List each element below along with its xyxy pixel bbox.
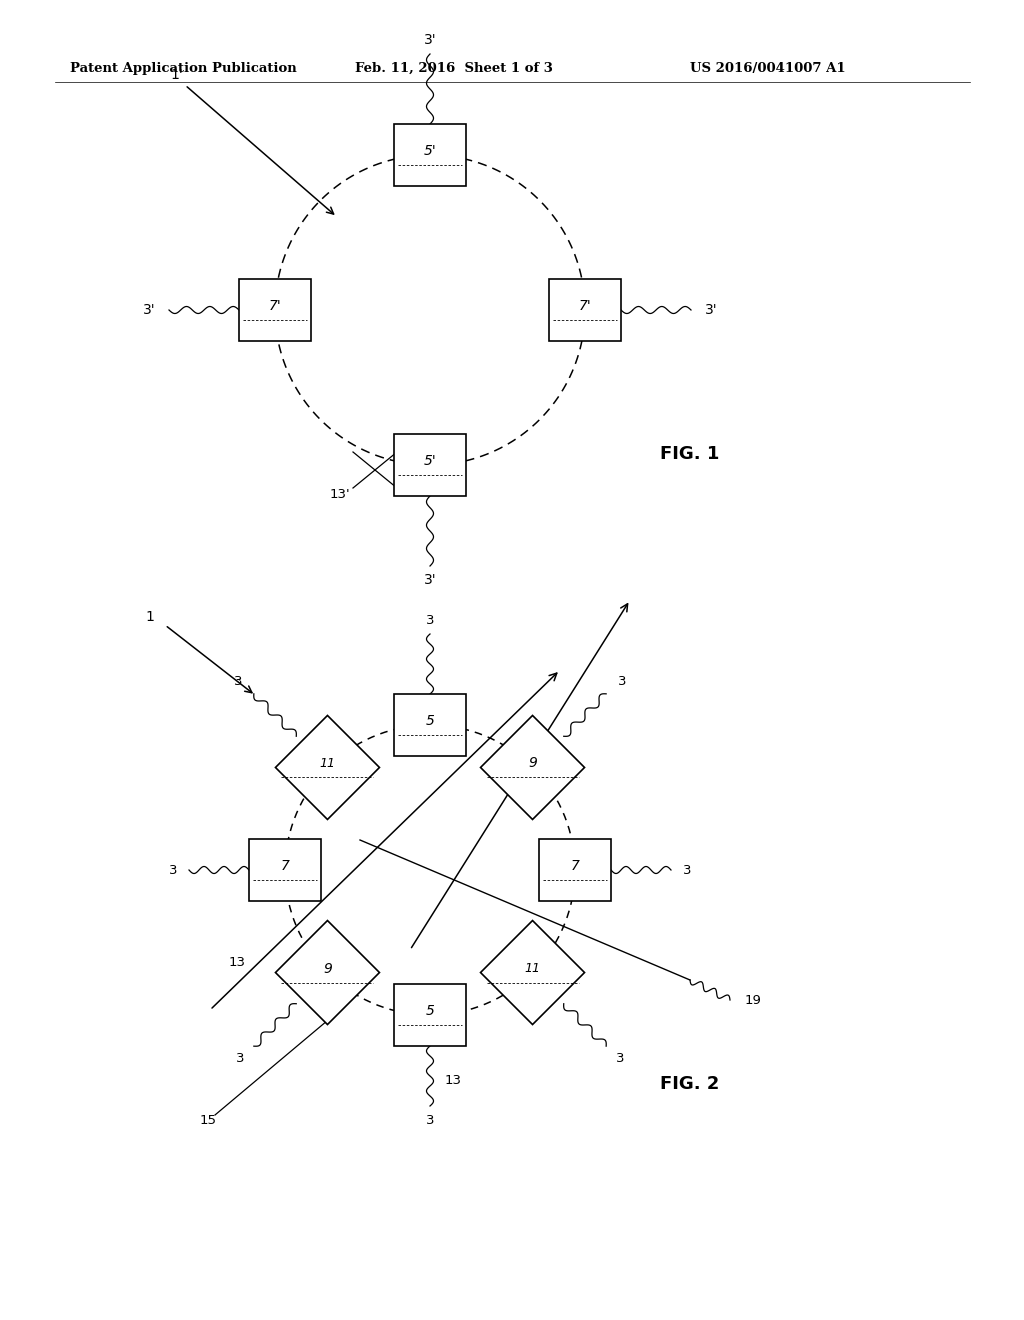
Text: Feb. 11, 2016  Sheet 1 of 3: Feb. 11, 2016 Sheet 1 of 3: [355, 62, 553, 75]
Text: 3: 3: [426, 614, 434, 627]
Text: 11: 11: [524, 962, 541, 975]
Text: 15: 15: [200, 1114, 217, 1126]
Text: 3: 3: [169, 863, 177, 876]
Text: 3: 3: [236, 1052, 244, 1065]
Text: FIG. 2: FIG. 2: [660, 1074, 720, 1093]
Polygon shape: [480, 920, 585, 1024]
Polygon shape: [275, 920, 380, 1024]
Text: 5': 5': [424, 144, 436, 158]
Text: 19: 19: [745, 994, 762, 1006]
Bar: [249, 840, 321, 902]
Text: 3: 3: [683, 863, 691, 876]
Text: 3: 3: [426, 1114, 434, 1126]
Text: 3': 3': [424, 33, 436, 48]
Text: 7': 7': [579, 300, 592, 313]
Text: 1': 1': [171, 69, 183, 82]
Text: 3': 3': [705, 304, 718, 317]
Text: 9: 9: [323, 961, 332, 975]
Text: 1: 1: [145, 610, 155, 624]
Text: Patent Application Publication: Patent Application Publication: [70, 62, 297, 75]
Polygon shape: [275, 715, 380, 820]
Text: 5': 5': [424, 454, 436, 469]
Bar: [394, 124, 466, 186]
Bar: [239, 279, 311, 341]
Text: 3: 3: [615, 1052, 625, 1065]
Text: 7: 7: [281, 859, 290, 873]
Text: 3': 3': [142, 304, 156, 317]
Text: 3': 3': [424, 573, 436, 587]
Text: FIG. 1: FIG. 1: [660, 445, 720, 463]
Text: 9: 9: [528, 756, 537, 771]
Text: US 2016/0041007 A1: US 2016/0041007 A1: [690, 62, 846, 75]
Text: 13: 13: [445, 1074, 462, 1088]
Text: 3: 3: [233, 676, 242, 688]
Text: 13': 13': [330, 488, 350, 502]
Text: 5: 5: [426, 714, 434, 729]
Polygon shape: [480, 715, 585, 820]
Text: 13: 13: [228, 956, 246, 969]
Bar: [394, 434, 466, 496]
Bar: [549, 279, 621, 341]
Bar: [394, 694, 466, 756]
Bar: [394, 983, 466, 1045]
Text: 7: 7: [570, 859, 580, 873]
Text: 5: 5: [426, 1005, 434, 1018]
Text: 11: 11: [319, 756, 336, 770]
Bar: [539, 840, 611, 902]
Text: 7': 7': [268, 300, 282, 313]
Text: 3: 3: [617, 676, 627, 688]
